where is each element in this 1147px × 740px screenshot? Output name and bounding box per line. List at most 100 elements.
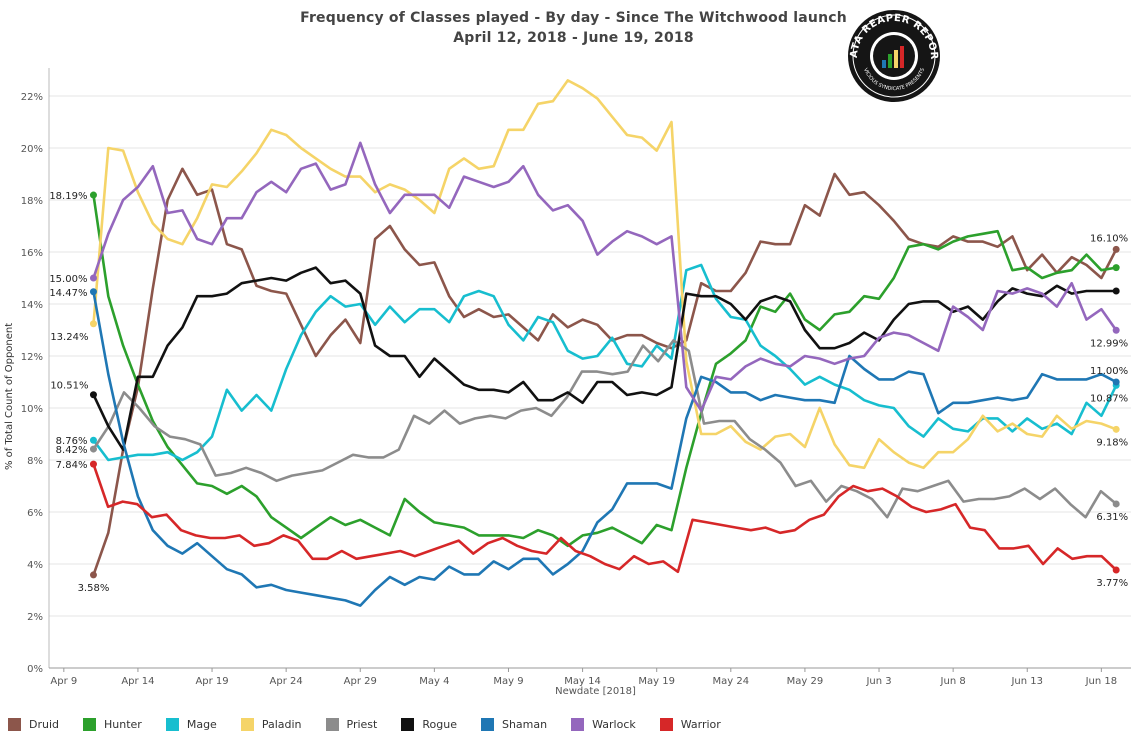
x-tick-label: May 4 <box>419 676 449 687</box>
legend-label: Druid <box>29 717 60 731</box>
series-line-warrior <box>92 462 1118 574</box>
logo-bar-red <box>900 46 904 68</box>
x-tick-label: Jun 18 <box>1085 676 1118 687</box>
series-start-point-hunter <box>89 191 97 199</box>
x-tick-label: Apr 9 <box>50 676 77 687</box>
x-tick-label: Jun 8 <box>940 676 966 687</box>
value-label: 16.10% <box>1090 233 1128 244</box>
legend-swatch <box>240 717 254 731</box>
legend-item-hunter: Hunter <box>83 717 142 731</box>
chart-subtitle: April 12, 2018 - June 19, 2018 <box>453 30 694 46</box>
line-chart: 0% 2% 4% 6% 8% 10% 12% 14% 16% 18% 20% 22% Apr 9 Apr … <box>21 68 1131 687</box>
series-line-shaman <box>92 290 1118 607</box>
series-line-paladin <box>92 79 1118 470</box>
legend-swatch <box>8 717 21 731</box>
legend-swatch <box>571 717 585 731</box>
series-line-rogue <box>92 266 1118 451</box>
series-start-point-priest <box>89 445 97 453</box>
series-end-point-paladin <box>1112 425 1120 433</box>
legend-label: Rogue <box>422 717 457 731</box>
y-axis-title-wrap: % of Total Count of Opponent <box>2 323 22 470</box>
series-start-point-warlock <box>89 274 97 282</box>
legend-label: Warlock <box>592 717 636 731</box>
series-start-point-druid <box>89 571 97 579</box>
y-tick-label: 20% <box>21 144 43 155</box>
series-start-point-warrior <box>89 460 97 468</box>
series-end-point-warrior <box>1112 566 1120 574</box>
series-line-druid <box>92 167 1118 577</box>
x-tick-label: Apr 14 <box>121 676 154 687</box>
series-start-point-mage <box>89 436 97 444</box>
legend-label: Mage <box>186 717 217 731</box>
series-line-warlock <box>92 141 1118 412</box>
value-label: 12.99% <box>1090 338 1128 349</box>
y-tick-label: 8% <box>27 456 43 467</box>
legend-item-mage: Mage <box>165 717 217 731</box>
legend-item-paladin: Paladin <box>240 717 302 731</box>
x-tick-label: May 24 <box>713 676 750 687</box>
chart-legend: Druid Hunter Mage Paladin Priest Rogue Shaman W… <box>8 714 745 734</box>
series-end-point-warlock <box>1112 326 1120 334</box>
y-tick-label: 2% <box>27 612 43 623</box>
logo-bar-blue <box>882 60 886 68</box>
x-tick-label: Jun 13 <box>1010 676 1043 687</box>
value-label: 15.00% <box>49 274 87 285</box>
value-label: 3.58% <box>78 583 110 594</box>
value-label: 9.18% <box>1096 437 1128 448</box>
value-label: 3.77% <box>1096 578 1128 589</box>
legend-item-warrior: Warrior <box>659 717 721 731</box>
y-tick-label: 6% <box>27 508 43 519</box>
series-start-point-paladin <box>89 320 97 328</box>
legend-swatch <box>659 717 673 731</box>
y-tick-label: 16% <box>21 248 43 259</box>
series-line-mage <box>92 263 1118 462</box>
series-end-point-shaman <box>1112 378 1120 386</box>
x-tick-label: May 19 <box>638 676 675 687</box>
legend-item-warlock: Warlock <box>571 717 636 731</box>
x-tick-label: May 9 <box>493 676 523 687</box>
value-label: 8.76% <box>56 436 88 447</box>
series-end-point-druid <box>1112 245 1120 253</box>
legend-label: Priest <box>346 717 378 731</box>
legend-swatch <box>325 717 339 731</box>
x-tick-label: May 29 <box>787 676 824 687</box>
series-start-point-rogue <box>89 391 97 399</box>
value-label: 6.31% <box>1096 512 1128 523</box>
x-tick-label: Apr 24 <box>270 676 303 687</box>
value-label: 7.84% <box>56 460 88 471</box>
logo-bar-yellow <box>894 50 898 68</box>
x-tick-label: May 14 <box>564 676 601 687</box>
legend-swatch <box>401 717 415 731</box>
x-axis-title: Newdate [2018] <box>555 686 636 697</box>
chart-title: Frequency of Classes played - By day - S… <box>300 10 847 26</box>
series-end-point-rogue <box>1112 287 1120 295</box>
value-label: 14.47% <box>49 288 87 299</box>
y-tick-label: 0% <box>27 664 43 675</box>
y-tick-label: 12% <box>21 352 43 363</box>
legend-item-druid: Druid <box>8 717 60 731</box>
value-label: 11.00% <box>1090 366 1128 377</box>
value-label: 8.42% <box>56 445 88 456</box>
data-reaper-report-logo: DATA REAPER REPORT VICIOUS SYNDICATE PRE… <box>843 8 940 102</box>
legend-label: Warrior <box>680 717 721 731</box>
value-label: 13.24% <box>50 332 88 343</box>
legend-label: Paladin <box>261 717 302 731</box>
series-end-point-hunter <box>1112 264 1120 272</box>
legend-item-rogue: Rogue <box>401 717 457 731</box>
x-tick-label: Jun 3 <box>865 676 891 687</box>
y-axis-title: % of Total Count of Opponent <box>4 322 15 470</box>
value-label: 10.51% <box>50 381 88 392</box>
legend-item-shaman: Shaman <box>480 717 548 731</box>
y-tick-label: 22% <box>21 92 43 103</box>
legend-swatch <box>165 717 179 731</box>
logo-bar-green <box>888 54 892 68</box>
value-label: 18.19% <box>49 191 87 202</box>
legend-label: Hunter <box>104 717 142 731</box>
legend-label: Shaman <box>501 717 548 731</box>
y-tick-label: 18% <box>21 196 43 207</box>
y-tick-label: 10% <box>21 404 43 415</box>
legend-swatch <box>83 717 97 731</box>
y-tick-label: 4% <box>27 560 43 571</box>
legend-swatch <box>480 717 494 731</box>
value-label: 10.87% <box>1090 393 1128 404</box>
